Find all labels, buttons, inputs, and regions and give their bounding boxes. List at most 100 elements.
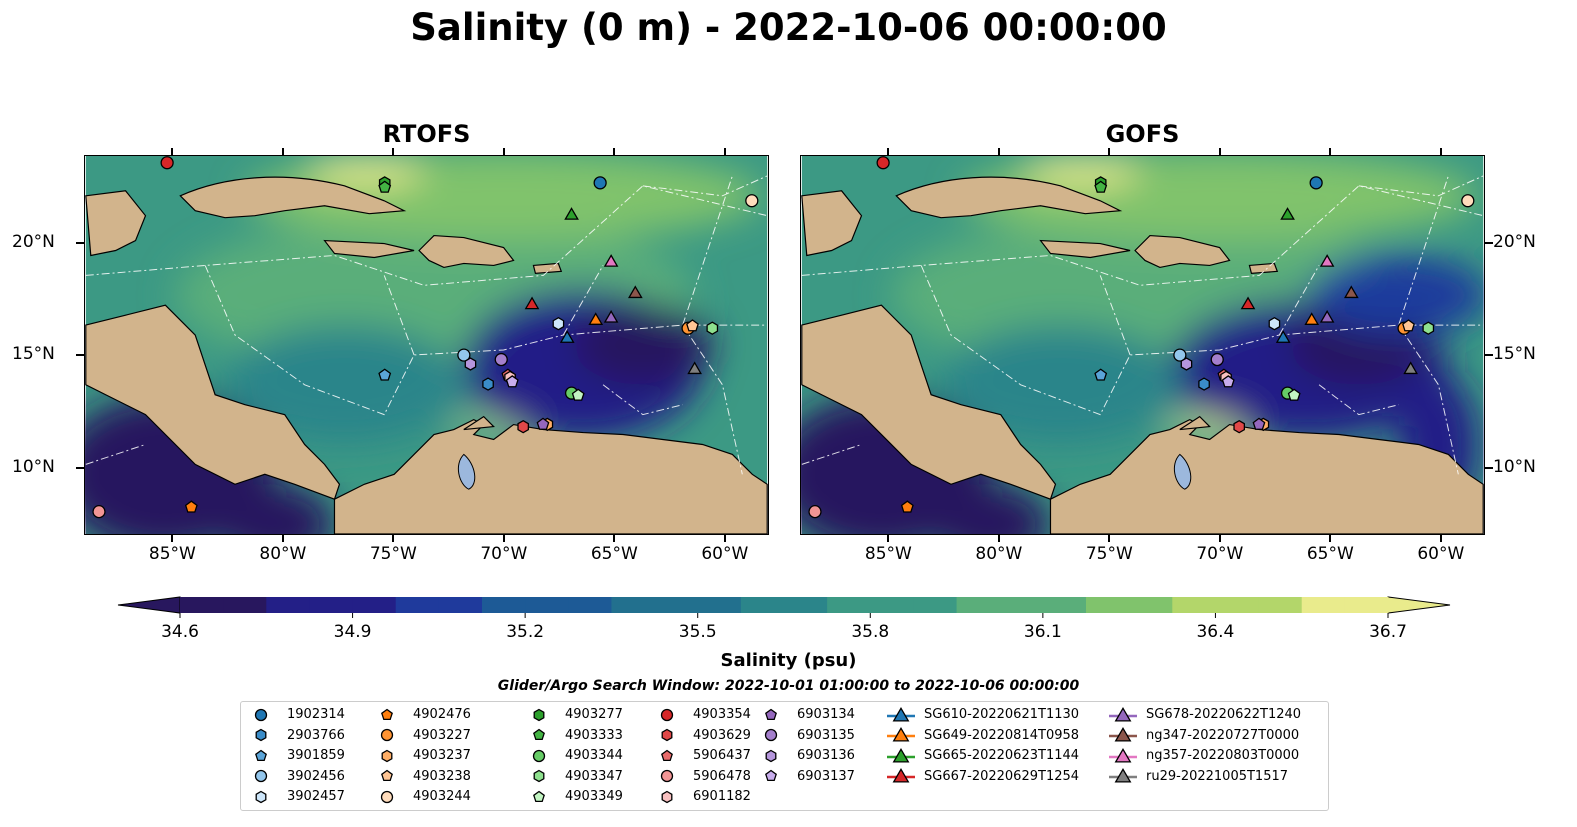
platform-marker-2903766 bbox=[482, 377, 494, 391]
legend-line-marker-icon bbox=[887, 706, 915, 722]
colorbar-segment bbox=[352, 597, 397, 613]
colorbar-tick-label: 34.6 bbox=[161, 622, 199, 642]
legend-marker-3902457 bbox=[255, 790, 267, 803]
legend-label: 4903347 bbox=[565, 768, 623, 784]
legend-marker-icon bbox=[381, 749, 393, 762]
legend-marker-icon bbox=[380, 790, 394, 803]
y-tick-mark bbox=[1485, 241, 1493, 244]
panel-title-gofs: GOFS bbox=[1105, 120, 1180, 148]
legend-label: 6903137 bbox=[797, 768, 855, 784]
legend-label: 6903135 bbox=[797, 727, 855, 743]
x-tick-mark bbox=[1329, 535, 1332, 542]
legend-label: 6903136 bbox=[797, 748, 855, 763]
legend-marker-icon bbox=[661, 790, 673, 803]
y-tick-label: 10°N bbox=[12, 456, 55, 477]
legend: 1902314 2903766 3901859 3902456 3902457 49024… bbox=[240, 701, 1329, 811]
legend-item: SG610-20220621T1130 bbox=[886, 705, 1079, 725]
legend-label: 4903333 bbox=[565, 727, 623, 743]
legend-label: 5906437 bbox=[693, 748, 751, 763]
platform-marker-4903629 bbox=[517, 419, 530, 434]
x-tick-mark bbox=[1439, 148, 1442, 155]
colorbar-segment bbox=[223, 597, 267, 613]
platform-marker-4903349 bbox=[571, 388, 585, 401]
legend-line-marker-icon bbox=[1109, 768, 1137, 783]
legend-marker-SG665-20220623T1144 bbox=[892, 747, 910, 763]
platform-marker-3902456 bbox=[457, 348, 471, 362]
y-tick-label: 20°N bbox=[1493, 231, 1536, 252]
colorbar-segment bbox=[611, 597, 656, 613]
x-tick-mark bbox=[1218, 535, 1221, 542]
x-tick-label: 70°W bbox=[480, 544, 528, 564]
colorbar-segment bbox=[956, 597, 1001, 613]
legend-label: 2903766 bbox=[287, 727, 345, 743]
legend-item: 4903238 bbox=[379, 767, 471, 787]
y-tick-label: 10°N bbox=[1493, 456, 1536, 477]
legend-item: 4903244 bbox=[379, 787, 471, 807]
platform-marker-SG610-20220621T1130 bbox=[559, 330, 575, 343]
legend-marker-icon bbox=[380, 728, 394, 742]
platform-marker-4903354 bbox=[876, 156, 890, 170]
x-tick-mark bbox=[1439, 535, 1442, 542]
legend-marker-icon bbox=[381, 769, 393, 782]
search-window-text: Glider/Argo Search Window: 2022-10-01 01… bbox=[497, 678, 1080, 694]
legend-marker-icon bbox=[255, 728, 267, 742]
platform-marker-SG649-20220814T0958 bbox=[588, 312, 604, 325]
y-tick-mark bbox=[76, 354, 84, 357]
legend-marker-SG667-20220629T1254 bbox=[892, 768, 910, 783]
legend-item: 2903766 bbox=[253, 726, 345, 746]
legend-item: 6901182 bbox=[659, 787, 751, 807]
legend-label: ng347-20220727T0000 bbox=[1146, 727, 1300, 743]
y-tick-mark bbox=[1485, 354, 1493, 357]
platform-marker-5906478 bbox=[92, 505, 106, 519]
platform-marker-SG667-20220629T1254 bbox=[1240, 296, 1256, 310]
gofs-map bbox=[771, 151, 1489, 564]
x-tick-mark bbox=[997, 148, 1000, 155]
rtofs-map bbox=[55, 151, 769, 564]
platform-marker-6903134 bbox=[536, 417, 550, 430]
legend-item: 4902476 bbox=[379, 705, 471, 725]
platform-marker-6903135 bbox=[494, 352, 508, 367]
legend-item: 6903136 bbox=[763, 746, 855, 766]
platform-marker-3901859 bbox=[1094, 368, 1108, 381]
legend-item: 4903354 bbox=[659, 705, 751, 725]
colorbar-segment bbox=[784, 597, 828, 613]
platform-marker-4903238 bbox=[1402, 319, 1415, 332]
x-tick-label: 80°W bbox=[259, 544, 307, 564]
x-tick-mark bbox=[887, 148, 890, 155]
legend-marker-icon bbox=[255, 790, 267, 803]
platform-marker-SG610-20220621T1130 bbox=[1275, 330, 1291, 343]
legend-marker-icon bbox=[533, 708, 545, 721]
x-tick-label: 65°W bbox=[1306, 544, 1354, 564]
y-tick-mark bbox=[1485, 466, 1493, 469]
x-tick-mark bbox=[392, 148, 395, 155]
colorbar-segment bbox=[1258, 597, 1303, 613]
colorbar-segment bbox=[740, 597, 785, 613]
land bbox=[801, 176, 1484, 535]
legend-item: 4903277 bbox=[531, 705, 623, 725]
platform-marker-4903333 bbox=[1094, 180, 1108, 193]
legend-item: 3902457 bbox=[253, 787, 345, 807]
legend-item: 4903349 bbox=[531, 787, 623, 807]
legend-marker-icon bbox=[533, 790, 545, 802]
legend-item: 5906437 bbox=[659, 746, 751, 766]
legend-marker-icon bbox=[661, 728, 673, 742]
legend-marker-4903344 bbox=[532, 749, 546, 762]
legend-marker-4903244 bbox=[380, 790, 394, 803]
legend-label: 6903134 bbox=[797, 707, 855, 722]
legend-marker-2903766 bbox=[255, 728, 267, 742]
legend-line-marker-icon bbox=[1109, 706, 1137, 722]
colorbar-segment bbox=[266, 597, 310, 613]
colorbar-segment bbox=[827, 597, 871, 613]
platform-marker-4903333 bbox=[378, 180, 392, 193]
colorbar-segment bbox=[309, 597, 354, 613]
legend-marker-4903227 bbox=[380, 728, 394, 742]
legend-label: 5906478 bbox=[693, 768, 751, 784]
platform-marker-SG665-20220623T1144 bbox=[1280, 207, 1295, 220]
platform-marker-6903135 bbox=[1210, 352, 1224, 367]
x-tick-label: 80°W bbox=[975, 544, 1023, 564]
figure-title: Salinity (0 m) - 2022-10-06 00:00:00 bbox=[410, 6, 1167, 49]
legend-label: 6901182 bbox=[693, 789, 751, 804]
platform-marker-4903349 bbox=[1287, 388, 1301, 401]
legend-label: SG610-20220621T1130 bbox=[924, 707, 1080, 722]
